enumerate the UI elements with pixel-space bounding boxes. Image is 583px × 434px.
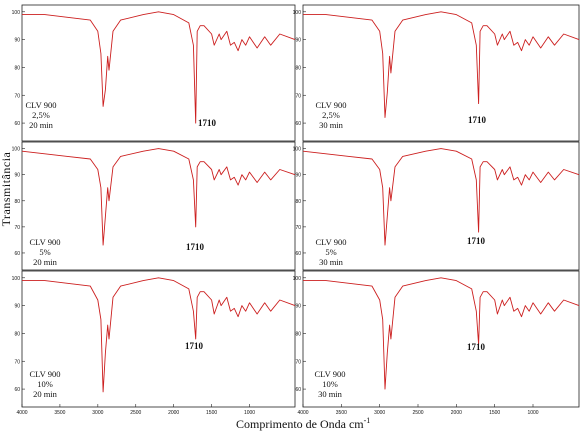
y-tick-label: 100	[12, 147, 21, 153]
sample-label-line: 10%	[322, 379, 338, 389]
spectrum-panel-6: 100 90 80 70 60 4000 3500 3000 2500 2000 1500 1000 C…	[293, 270, 580, 416]
x-tick-label: 1000	[527, 410, 538, 416]
y-tick-label: 90	[295, 38, 301, 44]
spectrum-line	[22, 11, 296, 124]
y-tick-label: 100	[293, 147, 302, 153]
peak-label: 1710	[186, 242, 205, 252]
y-tick-label: 80	[295, 65, 301, 71]
sample-label-line: CLV 900	[30, 369, 61, 379]
panel-frame	[21, 270, 296, 408]
panel-frame	[302, 270, 580, 408]
y-tick-label: 80	[295, 331, 301, 337]
sample-label-line: 20 min	[33, 257, 58, 267]
y-tick-label: 70	[295, 359, 301, 365]
peak-label: 1710	[467, 342, 486, 352]
sample-label-line: 30 min	[318, 389, 343, 399]
x-tick-label: 3000	[374, 410, 385, 416]
y-tick-label: 90	[295, 304, 301, 310]
sample-label-line: 30 min	[319, 120, 344, 130]
y-tick-label: 70	[14, 93, 20, 99]
y-tick-label: 80	[14, 199, 20, 205]
y-tick-label: 80	[14, 331, 20, 337]
x-tick-label: 2000	[168, 410, 179, 416]
sample-label-line: 20 min	[33, 389, 58, 399]
spectrum-panel-5: 100 90 80 70 60 4000 3500 3000 2500 2000 1500 1000 C…	[12, 270, 296, 416]
y-tick-label: 90	[14, 38, 20, 44]
sample-label-line: 10%	[37, 379, 53, 389]
y-tick-label: 60	[295, 121, 301, 127]
panel-frame	[21, 4, 296, 142]
sample-label-line: CLV 900	[316, 100, 347, 110]
x-axis-label: Comprimento de Onda cm-1	[236, 416, 436, 432]
y-tick-label: 80	[14, 65, 20, 71]
spectrum-line	[303, 11, 580, 118]
y-tick-label: 60	[295, 387, 301, 393]
x-tick-label: 1500	[489, 410, 500, 416]
x-tick-label: 1500	[206, 410, 217, 416]
x-axis-label-text: Comprimento de Onda cm	[236, 417, 364, 431]
x-axis-label-unit-exponent: -1	[363, 416, 371, 425]
spectrum-line	[303, 277, 580, 390]
y-tick-label: 60	[14, 121, 20, 127]
x-tick-label: 4000	[16, 410, 27, 416]
x-tick-label: 4000	[297, 410, 308, 416]
x-tick-label: 3500	[336, 410, 347, 416]
x-tick-label: 2500	[412, 410, 423, 416]
sample-label-line: CLV 900	[26, 100, 57, 110]
y-tick-label: 60	[295, 251, 301, 257]
peak-label: 1710	[185, 341, 204, 351]
x-tick-label: 1000	[244, 410, 255, 416]
sample-label-line: 20 min	[29, 120, 54, 130]
sample-label-line: 5%	[39, 247, 50, 257]
y-tick-label: 70	[14, 359, 20, 365]
sample-label-line: CLV 900	[30, 237, 61, 247]
peak-label: 1710	[468, 115, 487, 125]
x-tick-label: 2500	[130, 410, 141, 416]
sample-label-line: CLV 900	[315, 369, 346, 379]
y-tick-label: 70	[295, 93, 301, 99]
panel-frame	[302, 141, 580, 271]
y-tick-label: 90	[14, 304, 20, 310]
y-tick-label: 70	[295, 225, 301, 231]
sample-label-line: 30 min	[319, 257, 344, 267]
x-tick-label: 3000	[92, 410, 103, 416]
x-tick-label: 3500	[54, 410, 65, 416]
spectrum-line	[22, 277, 296, 393]
y-tick-label: 100	[12, 276, 21, 282]
peak-label: 1710	[467, 236, 486, 246]
y-tick-label: 80	[295, 199, 301, 205]
peak-label: 1710	[198, 118, 217, 128]
spectrum-line	[302, 148, 580, 246]
x-tick-label: 2000	[451, 410, 462, 416]
panel-frame	[21, 141, 296, 271]
y-tick-label: 100	[12, 10, 21, 16]
sample-label-line: CLV 900	[316, 237, 347, 247]
y-tick-label: 90	[14, 173, 20, 179]
y-tick-label: 100	[293, 10, 302, 16]
y-tick-label: 60	[14, 387, 20, 393]
y-tick-label: 70	[14, 225, 20, 231]
y-tick-label: 60	[14, 251, 20, 257]
sample-label-line: 2,5%	[322, 110, 340, 120]
y-tick-label: 90	[295, 173, 301, 179]
spectrum-line	[21, 148, 296, 246]
y-tick-label: 100	[293, 276, 302, 282]
sample-label-line: 2,5%	[32, 110, 50, 120]
sample-label-line: 5%	[325, 247, 336, 257]
panel-frame	[302, 4, 580, 142]
